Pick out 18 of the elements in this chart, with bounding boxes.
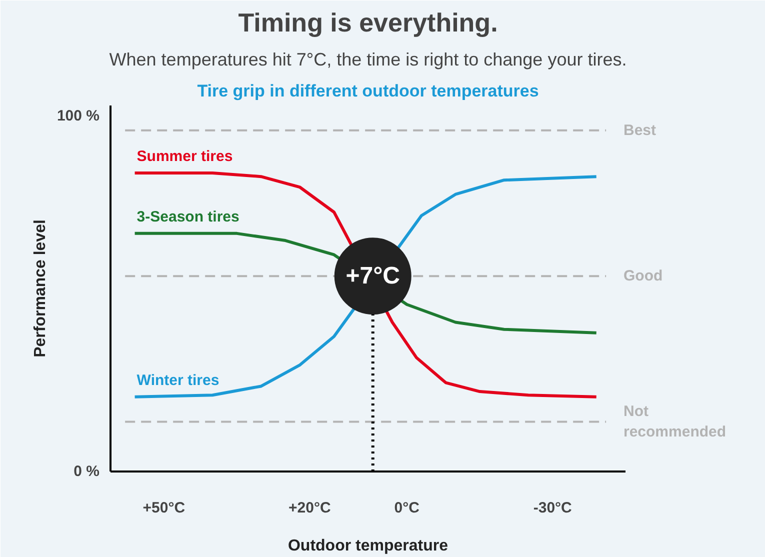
series-label: Winter tires: [136, 372, 220, 389]
y-tick-label: 100 %: [56, 108, 100, 125]
x-axis-title: Outdoor temperature: [288, 538, 448, 554]
series-label: 3-Season tires: [136, 208, 240, 226]
x-tick-label: 0°C: [394, 500, 420, 516]
y-tick-label: 0 %: [74, 463, 100, 480]
chart-subtitle: When temperatures hit 7°C, the time is right to change your tires.: [109, 50, 627, 70]
y-axis-title: Performance level: [32, 220, 49, 358]
series-label: Summer tires: [136, 148, 233, 166]
ref-line-label: Good: [624, 268, 663, 285]
ref-line-label: Not recommended: [624, 403, 726, 440]
text: Tire grip in different outdoor temperatures: [197, 82, 539, 100]
chart-title: Timing is everything.: [238, 8, 498, 38]
x-tick-label: +50°C: [142, 500, 186, 516]
x-tick-label: +20°C: [288, 500, 332, 516]
x-tick-label: -30°C: [533, 500, 572, 516]
annotation: +7°C: [346, 262, 400, 290]
ref-line-label: Best: [624, 122, 656, 139]
